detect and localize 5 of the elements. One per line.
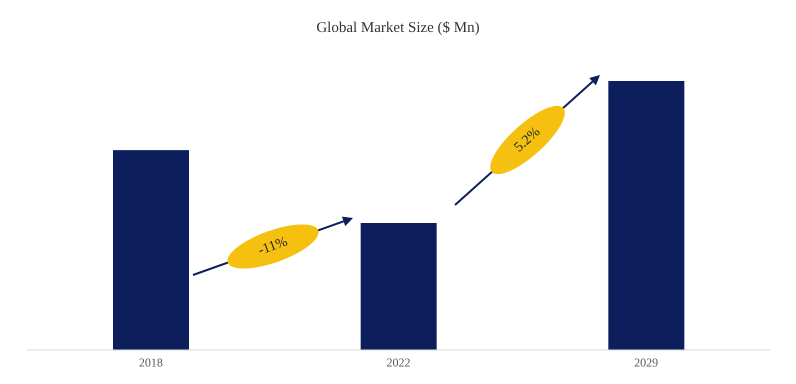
x-tick-label: 2018	[138, 356, 163, 370]
chart-title: Global Market Size ($ Mn)	[315, 20, 481, 37]
x-tick-label: 2029	[634, 356, 658, 370]
x-tick-label: 2022	[386, 356, 410, 370]
annotation: -11%	[256, 234, 290, 259]
